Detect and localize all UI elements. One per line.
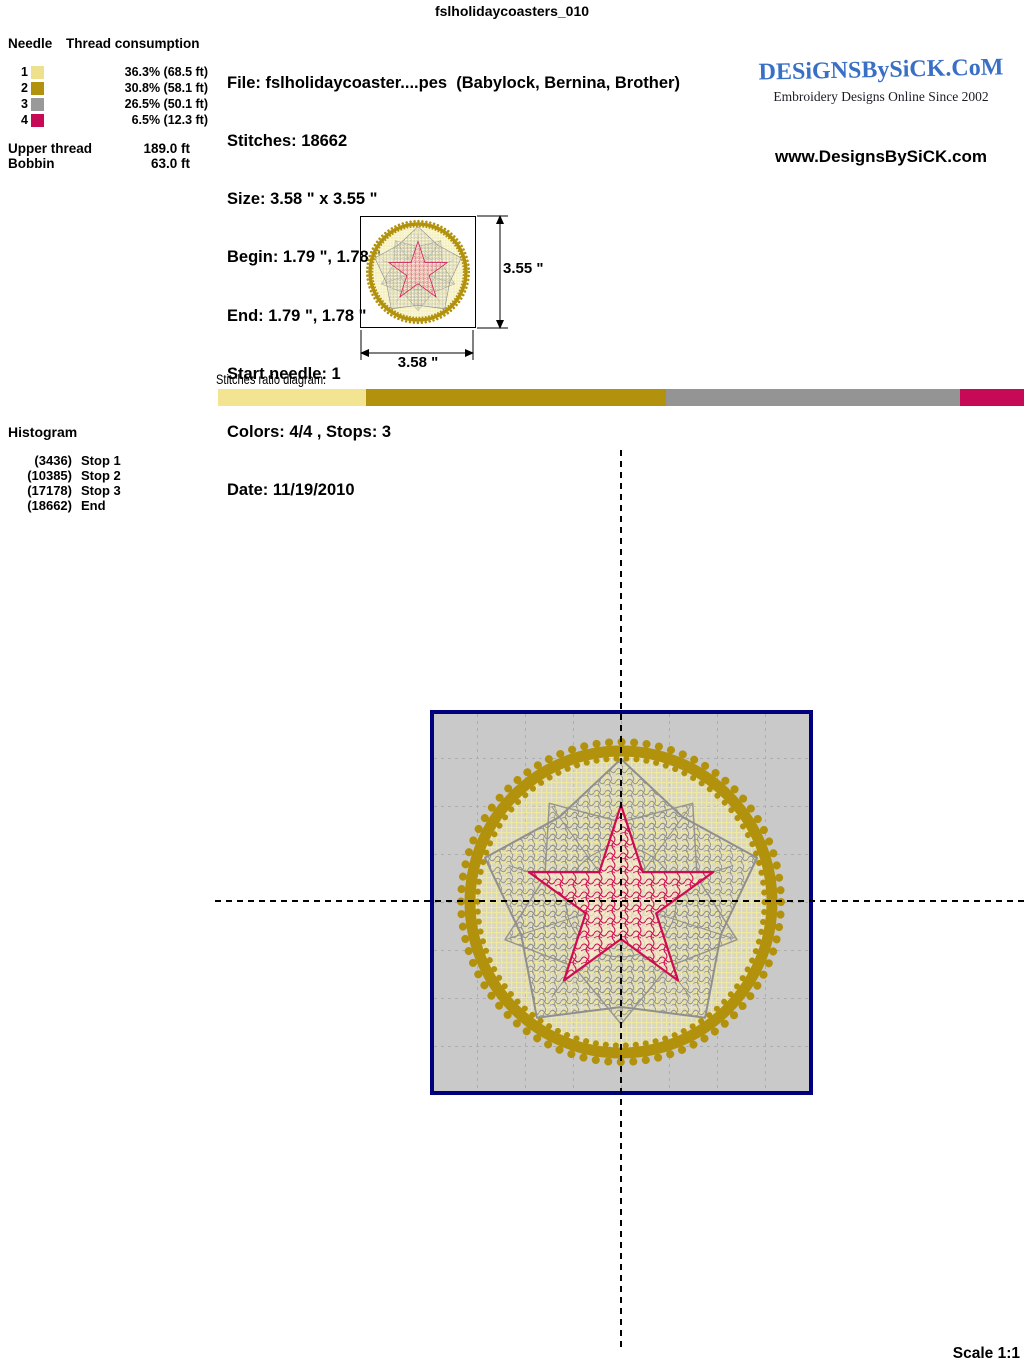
ratio-bar <box>218 389 1024 406</box>
histogram-label: End <box>81 498 106 513</box>
histogram-label: Stop 3 <box>81 483 121 498</box>
needle-number: 4 <box>21 113 28 127</box>
thread-value: 6.5% (12.3 ft) <box>131 113 208 127</box>
dim-height-label: 3.55 " <box>503 260 544 277</box>
histogram-count: (17178) <box>27 483 72 498</box>
needle-number: 3 <box>21 97 28 111</box>
preview-bounding-box <box>360 216 476 328</box>
file-info-line: File: fslholidaycoaster....pes (Babylock… <box>227 73 680 92</box>
needle-row: 1 36.3% (68.5 ft) <box>8 64 208 80</box>
thread-color-swatch <box>31 81 44 95</box>
histogram-row: (10385) Stop 2 <box>8 468 121 483</box>
bobbin-label: Bobbin <box>8 156 55 171</box>
page-title: fslholidaycoasters_010 <box>434 3 590 19</box>
needle-table-header: Needle Thread consumption <box>8 36 208 51</box>
histogram-count: (10385) <box>27 468 72 483</box>
ratio-diagram-label: Stitches ratio diagram: <box>216 372 327 387</box>
needle-row: 3 26.5% (50.1 ft) <box>8 96 208 112</box>
upper-thread-label: Upper thread <box>8 141 93 156</box>
thread-value: 30.8% (58.1 ft) <box>124 81 208 95</box>
file-info-line: Size: 3.58 " x 3.55 " <box>227 190 378 209</box>
brand-tagline: Embroidery Designs Online Since 2002 <box>773 89 989 104</box>
histogram-label: Stop 2 <box>81 468 121 483</box>
consumption-column-header: Thread consumption <box>66 36 200 51</box>
needle-row: 4 6.5% (12.3 ft) <box>8 112 208 128</box>
needle-table: Needle Thread consumption 1 36.3% (68.5 … <box>8 36 208 171</box>
needle-row: 2 30.8% (58.1 ft) <box>8 80 208 96</box>
thread-value: 36.3% (68.5 ft) <box>124 65 208 79</box>
upper-thread-value: 189.0 ft <box>143 141 190 156</box>
brand-website: www.DesignsBySiCK.com <box>775 147 987 166</box>
ratio-segment-1 <box>218 389 367 406</box>
ratio-segment-2 <box>366 389 667 406</box>
histogram-count: (18662) <box>27 498 72 513</box>
file-info-line: Date: 11/19/2010 <box>227 481 355 500</box>
crosshair-horizontal-line <box>215 900 1024 902</box>
thread-color-swatch <box>31 65 44 79</box>
upper-thread-row: Upper thread 189.0 ft <box>8 141 190 156</box>
dimension-overlay <box>360 215 508 360</box>
histogram-row: (18662) End <box>8 498 121 513</box>
bobbin-row: Bobbin 63.0 ft <box>8 156 190 171</box>
histogram-label: Stop 1 <box>81 453 121 468</box>
histogram-row: (17178) Stop 3 <box>8 483 121 498</box>
needle-column-header: Needle <box>8 36 53 51</box>
thread-value: 26.5% (50.1 ft) <box>124 97 208 111</box>
scale-label: Scale 1:1 <box>952 1345 1020 1362</box>
histogram-row: (3436) Stop 1 <box>8 453 121 468</box>
thread-color-swatch <box>31 97 44 111</box>
needle-number: 2 <box>21 81 28 95</box>
histogram: (3436) Stop 1 (10385) Stop 2 (17178) Sto… <box>8 453 121 513</box>
histogram-title: Histogram <box>8 424 78 440</box>
needle-number: 1 <box>21 65 28 79</box>
ratio-segment-3 <box>666 389 960 406</box>
dim-width-label: 3.58 " <box>397 354 439 371</box>
file-info-line: Colors: 4/4 , Stops: 3 <box>227 423 392 442</box>
bobbin-value: 63.0 ft <box>150 156 190 171</box>
brand-logo: DESiGNSBySiCK.CoM <box>758 54 1004 86</box>
thread-color-swatch <box>31 113 44 127</box>
ratio-segment-4 <box>959 389 1024 406</box>
file-info-line: Start needle: 1 <box>227 364 341 383</box>
histogram-count: (3436) <box>34 453 72 468</box>
file-info-line: Stitches: 18662 <box>227 132 348 151</box>
file-info-line: End: 1.79 ", 1.78 " <box>227 306 367 325</box>
